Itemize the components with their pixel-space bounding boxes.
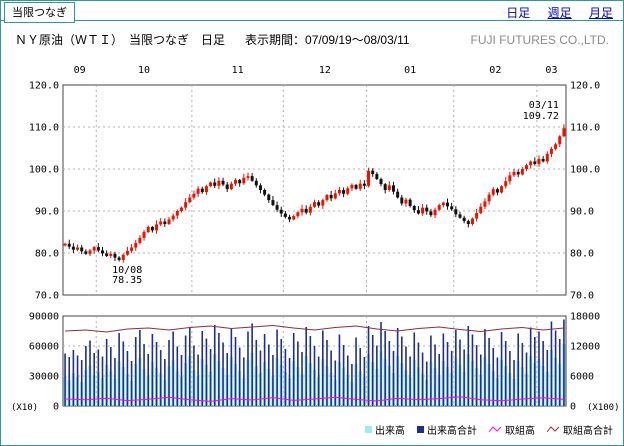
period-links: 日足 週足 月足 xyxy=(492,4,613,21)
top-divider xyxy=(1,20,623,21)
company-name: FUJI FUTURES CO.,LTD. xyxy=(470,33,609,47)
svg-text:02: 02 xyxy=(489,65,501,76)
svg-text:12: 12 xyxy=(319,65,331,76)
volume-label: 出来高 xyxy=(375,426,405,437)
svg-text:10/08: 10/08 xyxy=(112,265,142,276)
period-link-weekly[interactable]: 週足 xyxy=(547,6,572,20)
svg-text:(X10): (X10) xyxy=(11,403,38,413)
svg-text:80.0: 80.0 xyxy=(570,249,594,260)
svg-text:30000: 30000 xyxy=(29,372,59,383)
tab-current-contract[interactable]: 当限つなぎ xyxy=(4,2,75,23)
svg-text:90000: 90000 xyxy=(29,312,59,323)
svg-text:03: 03 xyxy=(545,65,557,76)
svg-text:11: 11 xyxy=(232,65,244,76)
svg-text:120.0: 120.0 xyxy=(29,81,59,92)
svg-text:100.0: 100.0 xyxy=(29,165,59,176)
volume-total-label: 出来高合計 xyxy=(427,426,477,437)
svg-text:78.35: 78.35 xyxy=(112,275,142,286)
svg-text:01: 01 xyxy=(404,65,416,76)
svg-text:10: 10 xyxy=(138,65,150,76)
chart-title: ＮＹ原油（ＷＴＩ） 当限つなぎ 日足 xyxy=(15,33,226,47)
svg-text:90.0: 90.0 xyxy=(35,207,59,218)
svg-text:120.0: 120.0 xyxy=(570,81,600,92)
svg-text:0: 0 xyxy=(570,402,576,413)
svg-text:6000: 6000 xyxy=(570,372,594,383)
open-interest-total-marker-icon xyxy=(547,426,560,433)
period-link-daily[interactable]: 日足 xyxy=(506,6,531,20)
legend-item-open-interest: 取組高 xyxy=(489,422,535,437)
svg-text:110.0: 110.0 xyxy=(570,123,600,134)
svg-text:03/11: 03/11 xyxy=(529,100,559,111)
svg-text:110.0: 110.0 xyxy=(29,123,59,134)
price-volume-chart: 120.0 120.0 110.0 110.0 100.0 100.0 90.0 90.0 80… xyxy=(11,65,620,413)
svg-text:09: 09 xyxy=(74,65,86,76)
display-period: 表示期間：07/09/19～08/03/11 xyxy=(245,33,410,47)
open-interest-label: 取組高 xyxy=(505,426,535,437)
open-interest-total-label: 取組高合計 xyxy=(563,426,613,437)
svg-text:80.0: 80.0 xyxy=(35,249,59,260)
chart-header: ＮＹ原油（ＷＴＩ） 当限つなぎ 日足 表示期間：07/09/19～08/03/1… xyxy=(15,31,609,48)
period-link-monthly[interactable]: 月足 xyxy=(588,6,613,20)
open-interest-marker-icon xyxy=(489,426,502,433)
svg-text:100.0: 100.0 xyxy=(570,165,600,176)
svg-text:(X100): (X100) xyxy=(587,403,620,413)
volume-total-marker-icon xyxy=(417,426,424,433)
svg-text:70.0: 70.0 xyxy=(35,291,59,302)
legend-item-volume-total: 出来高合計 xyxy=(417,422,477,437)
legend-item-volume: 出来高 xyxy=(365,422,405,437)
svg-text:12000: 12000 xyxy=(570,342,600,353)
svg-text:90.0: 90.0 xyxy=(570,207,594,218)
svg-text:70.0: 70.0 xyxy=(570,291,594,302)
svg-text:0: 0 xyxy=(53,402,59,413)
legend-item-open-interest-total: 取組高合計 xyxy=(547,422,613,437)
svg-text:109.72: 109.72 xyxy=(523,111,559,122)
volume-marker-icon xyxy=(365,426,372,433)
svg-text:18000: 18000 xyxy=(570,312,600,323)
svg-text:60000: 60000 xyxy=(29,342,59,353)
chart-legend: 出来高 出来高合計 取組高 取組高合計 xyxy=(365,422,613,437)
